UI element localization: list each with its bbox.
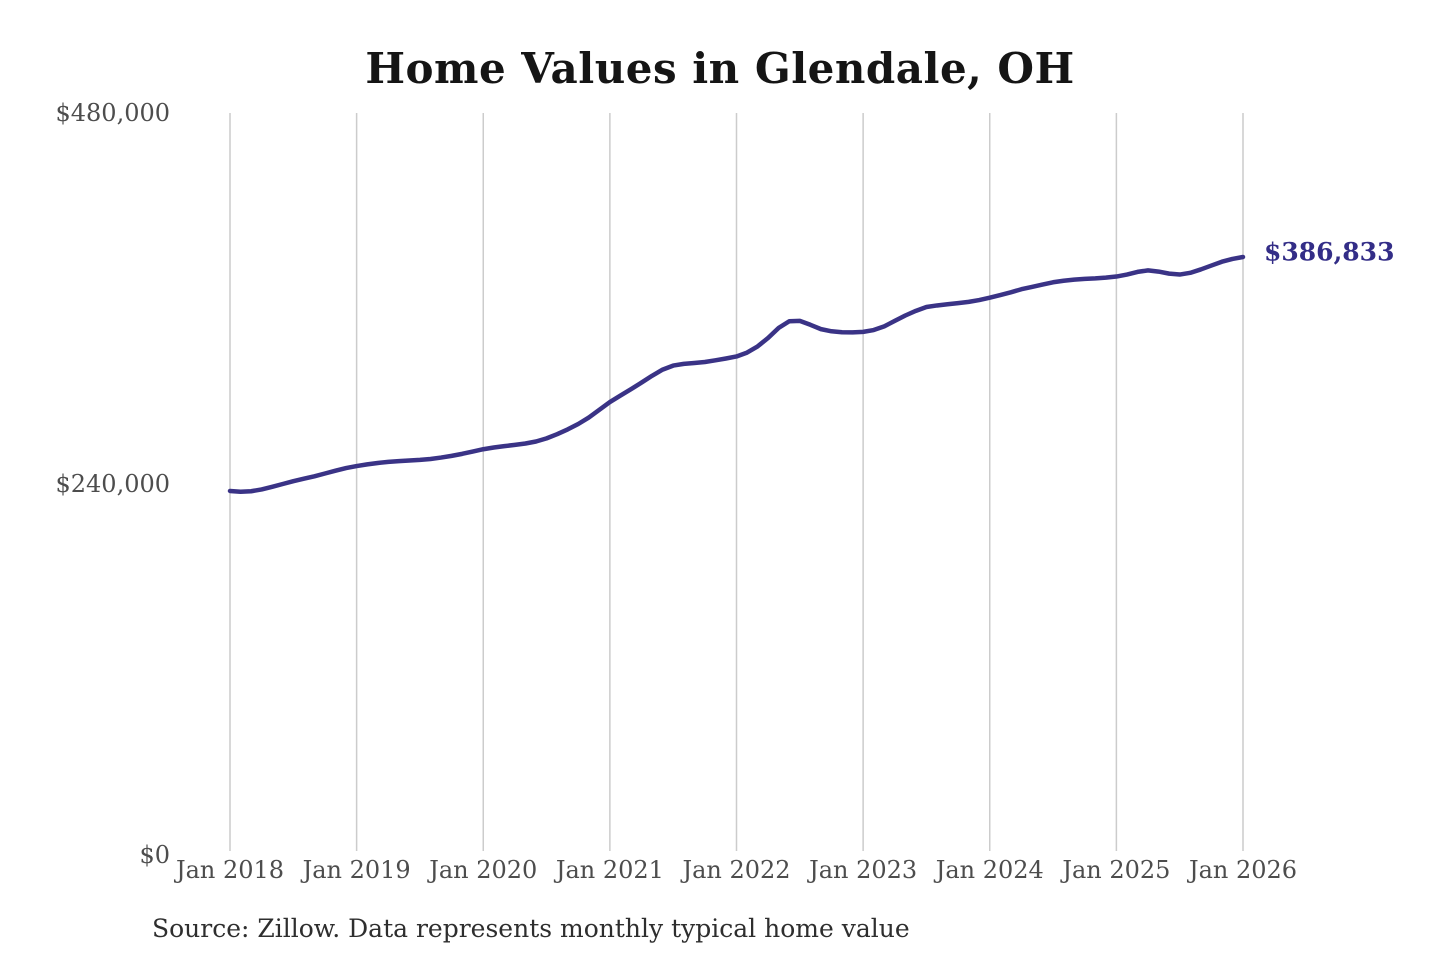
x-tick-label-jan-2025: Jan 2025 (1062, 856, 1171, 884)
source-note: Source: Zillow. Data represents monthly … (152, 914, 910, 943)
y-tick-label-240000: $240,000 (55, 470, 170, 498)
x-tick-label-jan-2023: Jan 2023 (809, 856, 918, 884)
x-tick-label-jan-2022: Jan 2022 (682, 856, 791, 884)
home-value-line (227, 254, 1246, 494)
gridlines (229, 113, 1244, 851)
x-tick-label-jan-2024: Jan 2024 (935, 856, 1044, 884)
x-tick-label-jan-2018: Jan 2018 (175, 856, 285, 884)
series-group (227, 254, 1246, 494)
x-tick-label-jan-2019: Jan 2019 (302, 856, 411, 884)
y-tick-label-0: $0 (139, 841, 170, 869)
x-tick-label-jan-2020: Jan 2020 (429, 856, 538, 884)
x-tick-label-jan-2021: Jan 2021 (555, 856, 664, 884)
y-tick-label-480000: $480,000 (55, 99, 170, 127)
x-tick-label-jan-2026: Jan 2026 (1188, 856, 1298, 884)
current-value-label: $386,833 (1264, 237, 1395, 267)
chart-title: Home Values in Glendale, OH (365, 44, 1075, 93)
